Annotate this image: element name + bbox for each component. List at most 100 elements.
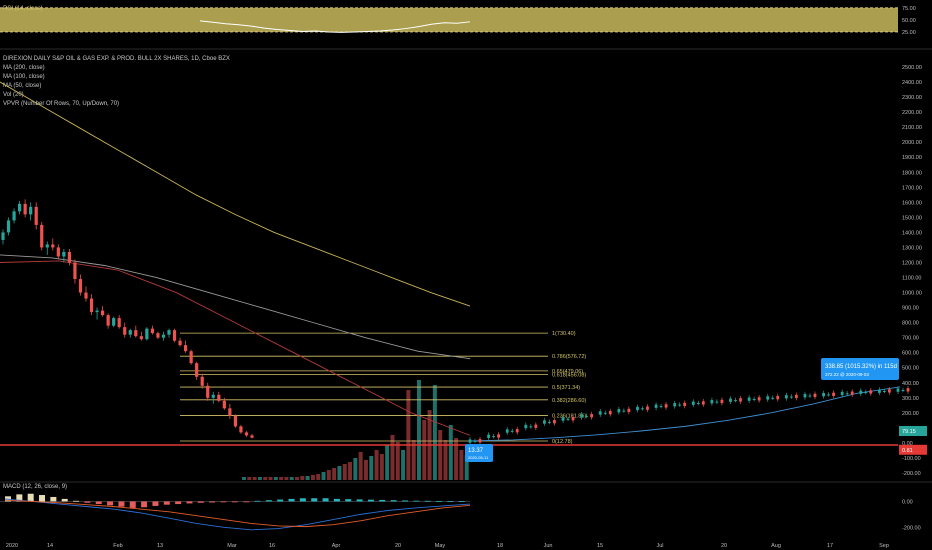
candle-body: [62, 251, 66, 257]
macd-histogram-bar: [265, 500, 272, 502]
indicator-volume[interactable]: Vol (20): [3, 92, 24, 98]
candle-body: [729, 398, 732, 402]
volume-bar: [385, 445, 390, 480]
low-callout-sub: 2020-05-11: [468, 455, 489, 460]
candle-body: [845, 393, 849, 395]
macd-histogram-bar: [39, 495, 46, 502]
candle-body: [67, 251, 71, 263]
volume-bar: [406, 390, 411, 480]
volume-bar: [273, 477, 278, 480]
volume-bar: [316, 474, 321, 480]
x-tick-label: 20: [395, 543, 401, 549]
candle-body: [239, 426, 243, 433]
x-tick-label: 14: [47, 543, 53, 549]
indicator-ma200[interactable]: MA (200, close): [3, 65, 45, 71]
price-tick-label: 1200.00: [902, 260, 922, 266]
volume-bar: [438, 430, 443, 480]
candle-body: [571, 417, 575, 421]
fib-label: 0(12.78): [552, 439, 573, 445]
macd-histogram-bar: [163, 501, 170, 505]
candle-body: [720, 399, 724, 404]
candle-body: [51, 244, 55, 248]
candle-body: [89, 298, 94, 313]
candle-body: [150, 328, 154, 334]
candle-body: [233, 415, 237, 427]
candle-body: [106, 315, 110, 326]
macd-histogram-bar: [129, 501, 136, 508]
macd-histogram-bar: [84, 501, 91, 503]
candle-body: [217, 394, 221, 401]
candle-body: [167, 330, 171, 335]
current-price-label: 79.15: [902, 429, 916, 435]
candle-body: [882, 391, 886, 393]
macd-histogram-bar: [175, 501, 182, 505]
candle-body: [161, 334, 166, 338]
volume-bar: [295, 477, 300, 480]
volume-bar: [310, 475, 315, 480]
rsi-tick-label: 25.00: [902, 30, 916, 36]
macd-histogram-bar: [209, 501, 216, 503]
volume-bar: [411, 440, 416, 480]
candle-body: [585, 415, 589, 417]
macd-pane-title: MACD (12, 26, close, 9): [3, 484, 68, 490]
indicator-vpvr[interactable]: VPVR (Number Of Rows, 70, Up/Down, 70): [3, 101, 120, 107]
candle-body: [734, 400, 737, 402]
price-tick-label: 2200.00: [902, 110, 922, 116]
macd-histogram-bar: [254, 500, 261, 502]
candle-body: [598, 411, 602, 415]
indicator-ma100[interactable]: MA (100, close): [3, 74, 45, 80]
volume-bar: [390, 435, 395, 480]
candle-body: [178, 340, 182, 346]
candle-body: [73, 262, 77, 280]
candle-body: [877, 389, 881, 393]
candle-body: [827, 394, 830, 396]
macd-histogram-bar: [95, 501, 102, 505]
candle-body: [172, 330, 177, 341]
low-callout: [465, 444, 493, 462]
macd-histogram-bar: [311, 498, 318, 502]
candle-body: [78, 279, 83, 293]
price-tick-label: 1900.00: [902, 155, 922, 161]
x-tick-label: 15: [597, 543, 603, 549]
candle-body: [752, 399, 756, 401]
price-tick-label: -200.00: [902, 471, 921, 477]
candle-body: [747, 397, 751, 401]
macd-histogram-bar: [231, 501, 238, 503]
candle-body: [590, 414, 594, 418]
volume-bar: [459, 450, 464, 480]
volume-bar: [422, 420, 427, 480]
candle-body: [766, 396, 770, 400]
candle-body: [869, 390, 873, 394]
candle-body: [1, 232, 5, 240]
low-price-tag: [899, 444, 927, 455]
indicator-ma50[interactable]: MA (50, close): [3, 83, 42, 89]
volume-bar: [369, 456, 374, 480]
macd-histogram-bar: [107, 501, 114, 506]
candle-body: [678, 404, 682, 406]
volume-bar: [448, 425, 453, 480]
candle-body: [850, 391, 854, 395]
macd-histogram-bar: [345, 499, 352, 502]
macd-histogram-bar: [447, 501, 454, 502]
candle-body: [515, 429, 519, 433]
macd-tick-label: -200.00: [902, 525, 921, 531]
candle-body: [473, 440, 477, 442]
candle-body: [603, 412, 607, 414]
fib-label: 0.382(286.60): [552, 398, 586, 404]
candle-body: [580, 414, 584, 418]
candle-body: [776, 396, 780, 400]
candle-body: [45, 244, 49, 248]
symbol-title[interactable]: DIREXION DAILY S&P OIL & GAS EXP. & PROD…: [3, 56, 230, 62]
price-tick-label: 700.00: [902, 336, 919, 342]
fib-label: 0.65(479.06): [552, 369, 583, 375]
candle-body: [123, 327, 127, 335]
candle-body: [683, 402, 687, 407]
volume-bar: [432, 385, 437, 480]
candle-body: [710, 400, 714, 404]
price-tick-label: 400.00: [902, 381, 919, 387]
candle-body: [887, 389, 891, 393]
x-tick-label: May: [435, 543, 446, 549]
price-tick-label: 1600.00: [902, 200, 922, 206]
candle-body: [184, 345, 188, 352]
